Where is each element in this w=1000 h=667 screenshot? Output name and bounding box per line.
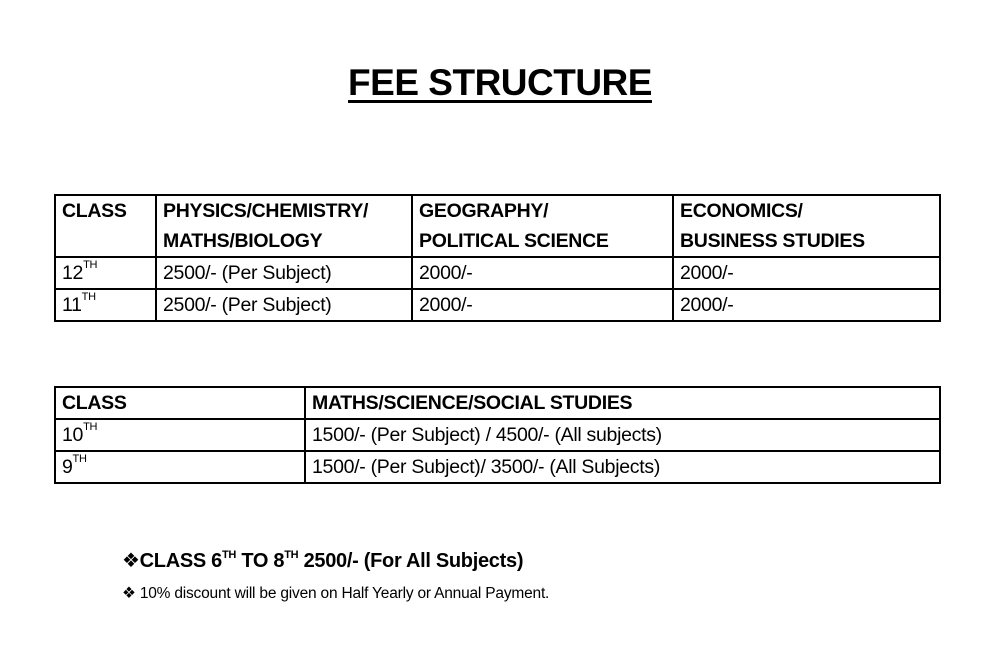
note-text: TO 8 xyxy=(236,550,285,572)
class-number: 11 xyxy=(62,294,82,316)
header-line: BUSINESS STUDIES xyxy=(680,230,865,252)
senior-fee-table: CLASS PHYSICS/CHEMISTRY/MATHS/BIOLOGY GE… xyxy=(54,194,941,322)
eco-bus-fee: 2000/- xyxy=(672,256,941,290)
note-sup: TH xyxy=(284,549,299,561)
class-number: 12 xyxy=(62,262,84,284)
table-header-row: CLASS MATHS/SCIENCE/SOCIAL STUDIES xyxy=(54,386,941,420)
header-geo-pol: GEOGRAPHY/POLITICAL SCIENCE xyxy=(411,194,674,258)
table-row: 10TH 1500/- (Per Subject) / 4500/- (All … xyxy=(54,418,941,452)
table-row: 11TH 2500/- (Per Subject) 2000/- 2000/- xyxy=(54,288,941,322)
class-cell: 9TH xyxy=(54,450,306,484)
header-eco-bus: ECONOMICS/BUSINESS STUDIES xyxy=(672,194,941,258)
class-suffix: TH xyxy=(83,421,98,433)
note-discount: ❖ 10% discount will be given on Half Yea… xyxy=(122,584,549,603)
table-row: 9TH 1500/- (Per Subject)/ 3500/- (All Su… xyxy=(54,450,941,484)
note-sup: TH xyxy=(222,549,237,561)
header-class: CLASS xyxy=(54,194,157,258)
note-class-6-to-8: ❖CLASS 6TH TO 8TH 2500/- (For All Subjec… xyxy=(122,548,523,573)
header-class: CLASS xyxy=(54,386,306,420)
class-cell: 10TH xyxy=(54,418,306,452)
header-line: MATHS/BIOLOGY xyxy=(163,230,323,252)
class-suffix: TH xyxy=(81,291,96,303)
class-suffix: TH xyxy=(72,453,87,465)
geo-pol-fee: 2000/- xyxy=(411,256,674,290)
pcmb-fee: 2500/- (Per Subject) xyxy=(155,288,413,322)
diamond-bullet-icon: ❖ xyxy=(122,550,140,572)
pcmb-fee: 2500/- (Per Subject) xyxy=(155,256,413,290)
table-header-row: CLASS PHYSICS/CHEMISTRY/MATHS/BIOLOGY GE… xyxy=(54,194,941,258)
class-number: 10 xyxy=(62,424,84,446)
class-cell: 11TH xyxy=(54,288,157,322)
note-text: 10% discount will be given on Half Yearl… xyxy=(139,585,550,602)
fee-cell: 1500/- (Per Subject)/ 3500/- (All Subjec… xyxy=(304,450,941,484)
header-line: POLITICAL SCIENCE xyxy=(419,230,609,252)
fee-cell: 1500/- (Per Subject) / 4500/- (All subje… xyxy=(304,418,941,452)
geo-pol-fee: 2000/- xyxy=(411,288,674,322)
note-text: CLASS 6 xyxy=(139,550,223,572)
header-pcmb: PHYSICS/CHEMISTRY/MATHS/BIOLOGY xyxy=(155,194,413,258)
header-line: PHYSICS/CHEMISTRY/ xyxy=(163,200,369,222)
page-title: FEE STRUCTURE xyxy=(348,62,652,103)
eco-bus-fee: 2000/- xyxy=(672,288,941,322)
class-suffix: TH xyxy=(83,259,98,271)
note-text: 2500/- (For All Subjects) xyxy=(298,550,524,572)
header-line: GEOGRAPHY/ xyxy=(419,200,549,222)
table-row: 12TH 2500/- (Per Subject) 2000/- 2000/- xyxy=(54,256,941,290)
junior-fee-table: CLASS MATHS/SCIENCE/SOCIAL STUDIES 10TH … xyxy=(54,386,941,484)
diamond-bullet-icon: ❖ xyxy=(122,585,136,602)
class-cell: 12TH xyxy=(54,256,157,290)
header-line: ECONOMICS/ xyxy=(680,200,803,222)
header-subjects: MATHS/SCIENCE/SOCIAL STUDIES xyxy=(304,386,941,420)
class-number: 9 xyxy=(62,456,73,478)
